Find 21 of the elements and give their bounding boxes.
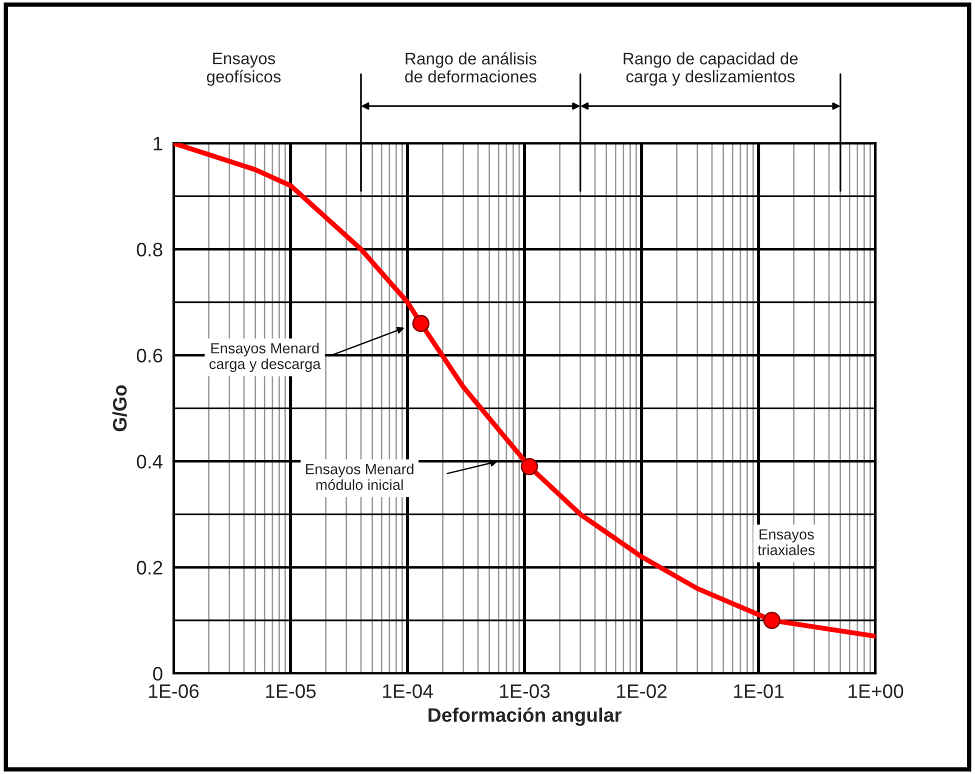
annotation: Ensayos Menard carga y descarga (210, 342, 321, 372)
text: Ensayos geofísicos (206, 52, 281, 86)
text: Rango de capacidad de carga y deslizamientos (624, 52, 798, 86)
x-tick-label: 1E-06 (149, 684, 199, 698)
x-tick-label: 1E-03 (500, 684, 550, 698)
annotation: Ensayos triaxiales (758, 529, 815, 556)
y-tick-label: 0.2 (136, 560, 162, 575)
x-tick-label: 1E-04 (383, 684, 433, 698)
y-axis-title: G/Go (112, 385, 127, 432)
annotation: Ensayos Menard módulo inicial (306, 464, 414, 490)
x-axis-title: Deformación angular (428, 707, 622, 726)
y-tick-label: 0.4 (136, 454, 163, 469)
y-tick-label: 0.6 (136, 348, 162, 363)
x-tick-label: 1E-01 (734, 684, 784, 698)
x-tick-label: 1E-02 (617, 684, 667, 698)
y-tick-label: 0.8 (136, 242, 162, 256)
y-tick-label: 1 (154, 136, 162, 150)
x-tick-label: 1E+00 (848, 684, 904, 698)
y-tick-label: 0 (153, 666, 162, 681)
x-tick-label: 1E-05 (266, 684, 316, 698)
text: Rango de análisis de deformaciones (405, 52, 536, 83)
